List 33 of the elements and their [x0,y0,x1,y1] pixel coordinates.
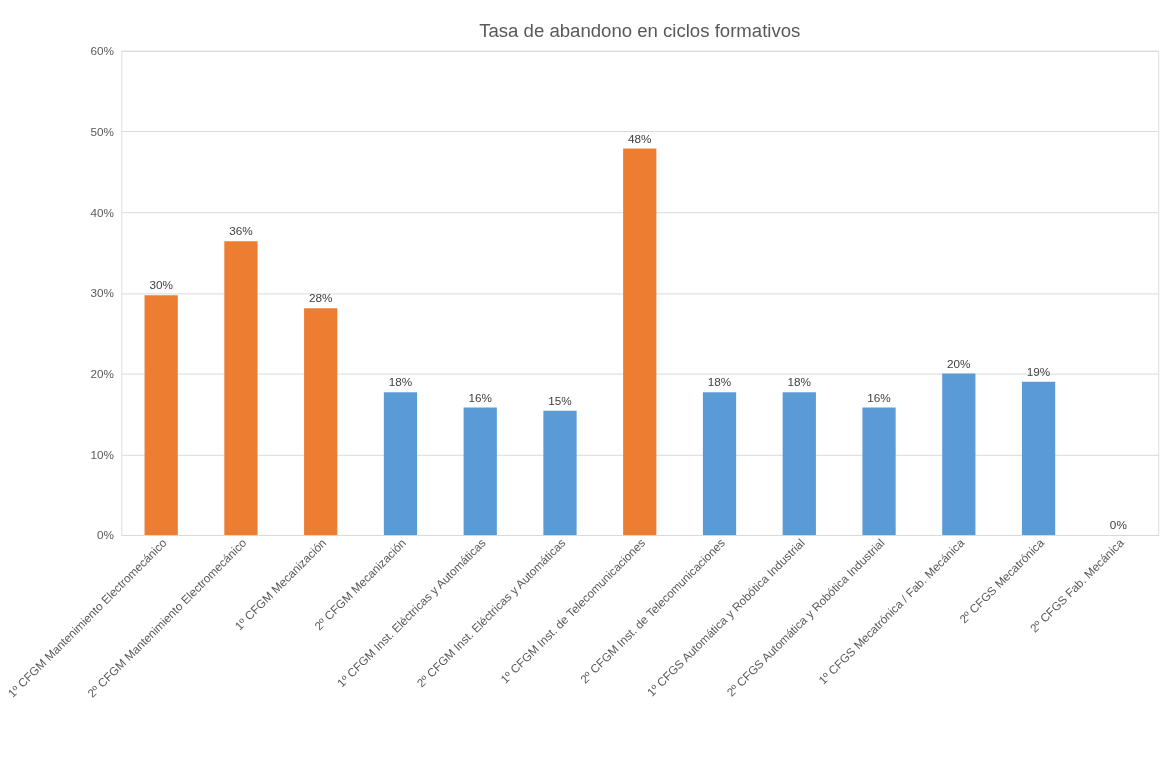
data-label: 0% [1109,518,1127,532]
y-tick-label: 30% [90,286,114,300]
y-tick-label: 60% [90,44,114,58]
bar [543,410,577,536]
data-label: 20% [947,356,971,370]
data-label: 16% [468,390,492,404]
y-tick-label: 20% [90,367,114,381]
data-label: 48% [628,131,652,145]
bar [862,407,896,536]
data-label: 36% [229,224,253,238]
y-tick-label: 50% [90,124,114,138]
bar [942,373,976,536]
bar [304,308,338,536]
data-label: 18% [388,375,413,389]
bar [383,392,418,536]
bar [702,392,737,536]
bar [623,148,657,536]
data-label: 18% [707,375,732,389]
y-tick-label: 0% [97,528,114,542]
data-label: 18% [787,375,812,389]
data-label: 16% [867,390,891,404]
data-label: 30% [149,278,173,292]
y-tick-label: 10% [90,447,114,461]
bar [782,392,816,536]
bar [144,295,178,536]
bar [463,407,497,536]
chart-title: Tasa de abandono en ciclos formativos [479,20,801,42]
data-label: 15% [548,393,572,407]
data-label: 28% [308,291,333,305]
bar [224,241,258,536]
bar [1021,381,1056,536]
y-tick-label: 40% [90,205,114,219]
data-label: 19% [1026,364,1051,378]
